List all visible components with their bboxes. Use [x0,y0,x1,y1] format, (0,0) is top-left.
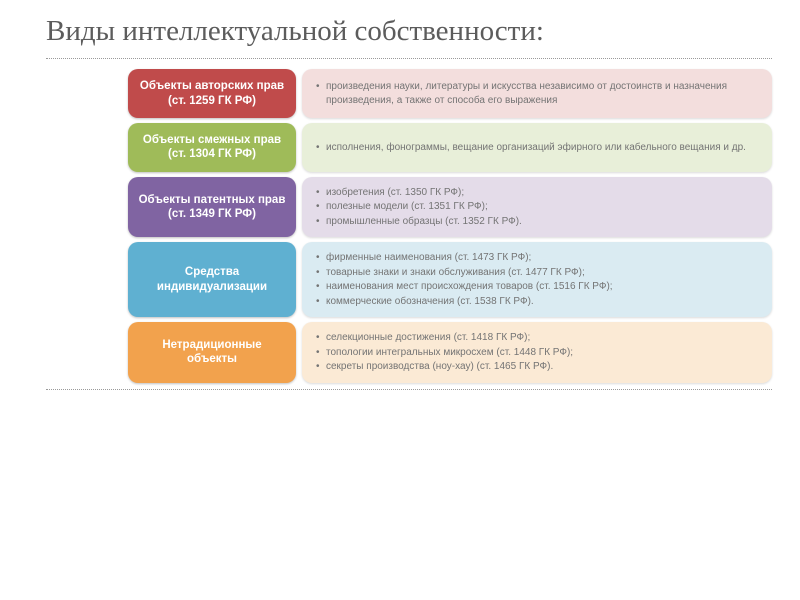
description-item: произведения науки, литературы и искусст… [316,80,760,107]
chart-area: Объекты авторских прав (ст. 1259 ГК РФ) п… [0,59,800,383]
category-description: произведения науки, литературы и искусст… [302,69,772,118]
description-item: полезные модели (ст. 1351 ГК РФ); [316,200,760,214]
chart-row: Средства индивидуализациифирменные наиме… [128,242,772,317]
footer-line [46,389,772,390]
page-title: Виды интеллектуальной собственности: [46,14,800,48]
description-item: топологии интегральных микросхем (ст. 14… [316,346,760,360]
description-item: коммерческие обозначения (ст. 1538 ГК РФ… [316,295,760,309]
category-label: Средства индивидуализации [128,242,296,317]
category-label: Объекты патентных прав (ст. 1349 ГК РФ) [128,177,296,238]
category-description: селекционные достижения (ст. 1418 ГК РФ)… [302,322,772,383]
category-label: Объекты смежных прав (ст. 1304 ГК РФ) [128,123,296,172]
chart-row: Объекты смежных прав (ст. 1304 ГК РФ) исп… [128,123,772,172]
category-label: Нетрадиционные объекты [128,322,296,383]
description-item: фирменные наименования (ст. 1473 ГК РФ); [316,251,760,265]
chart-row: Объекты авторских прав (ст. 1259 ГК РФ) п… [128,69,772,118]
chart-row: Объекты патентных прав (ст. 1349 ГК РФ)и… [128,177,772,238]
description-item: селекционные достижения (ст. 1418 ГК РФ)… [316,331,760,345]
category-description: исполнения, фонограммы, вещание организа… [302,123,772,172]
category-description: фирменные наименования (ст. 1473 ГК РФ);… [302,242,772,317]
title-block: Виды интеллектуальной собственности: [0,0,800,52]
description-item: секреты производства (ноу-хау) (ст. 1465… [316,360,760,374]
category-description: изобретения (ст. 1350 ГК РФ);полезные мо… [302,177,772,238]
description-item: товарные знаки и знаки обслуживания (ст.… [316,266,760,280]
description-item: наименования мест происхождения товаров … [316,280,760,294]
description-item: изобретения (ст. 1350 ГК РФ); [316,186,760,200]
description-item: промышленные образцы (ст. 1352 ГК РФ). [316,215,760,229]
description-item: исполнения, фонограммы, вещание организа… [316,141,760,155]
category-label: Объекты авторских прав (ст. 1259 ГК РФ) [128,69,296,118]
chart-row: Нетрадиционные объекты селекционные дости… [128,322,772,383]
